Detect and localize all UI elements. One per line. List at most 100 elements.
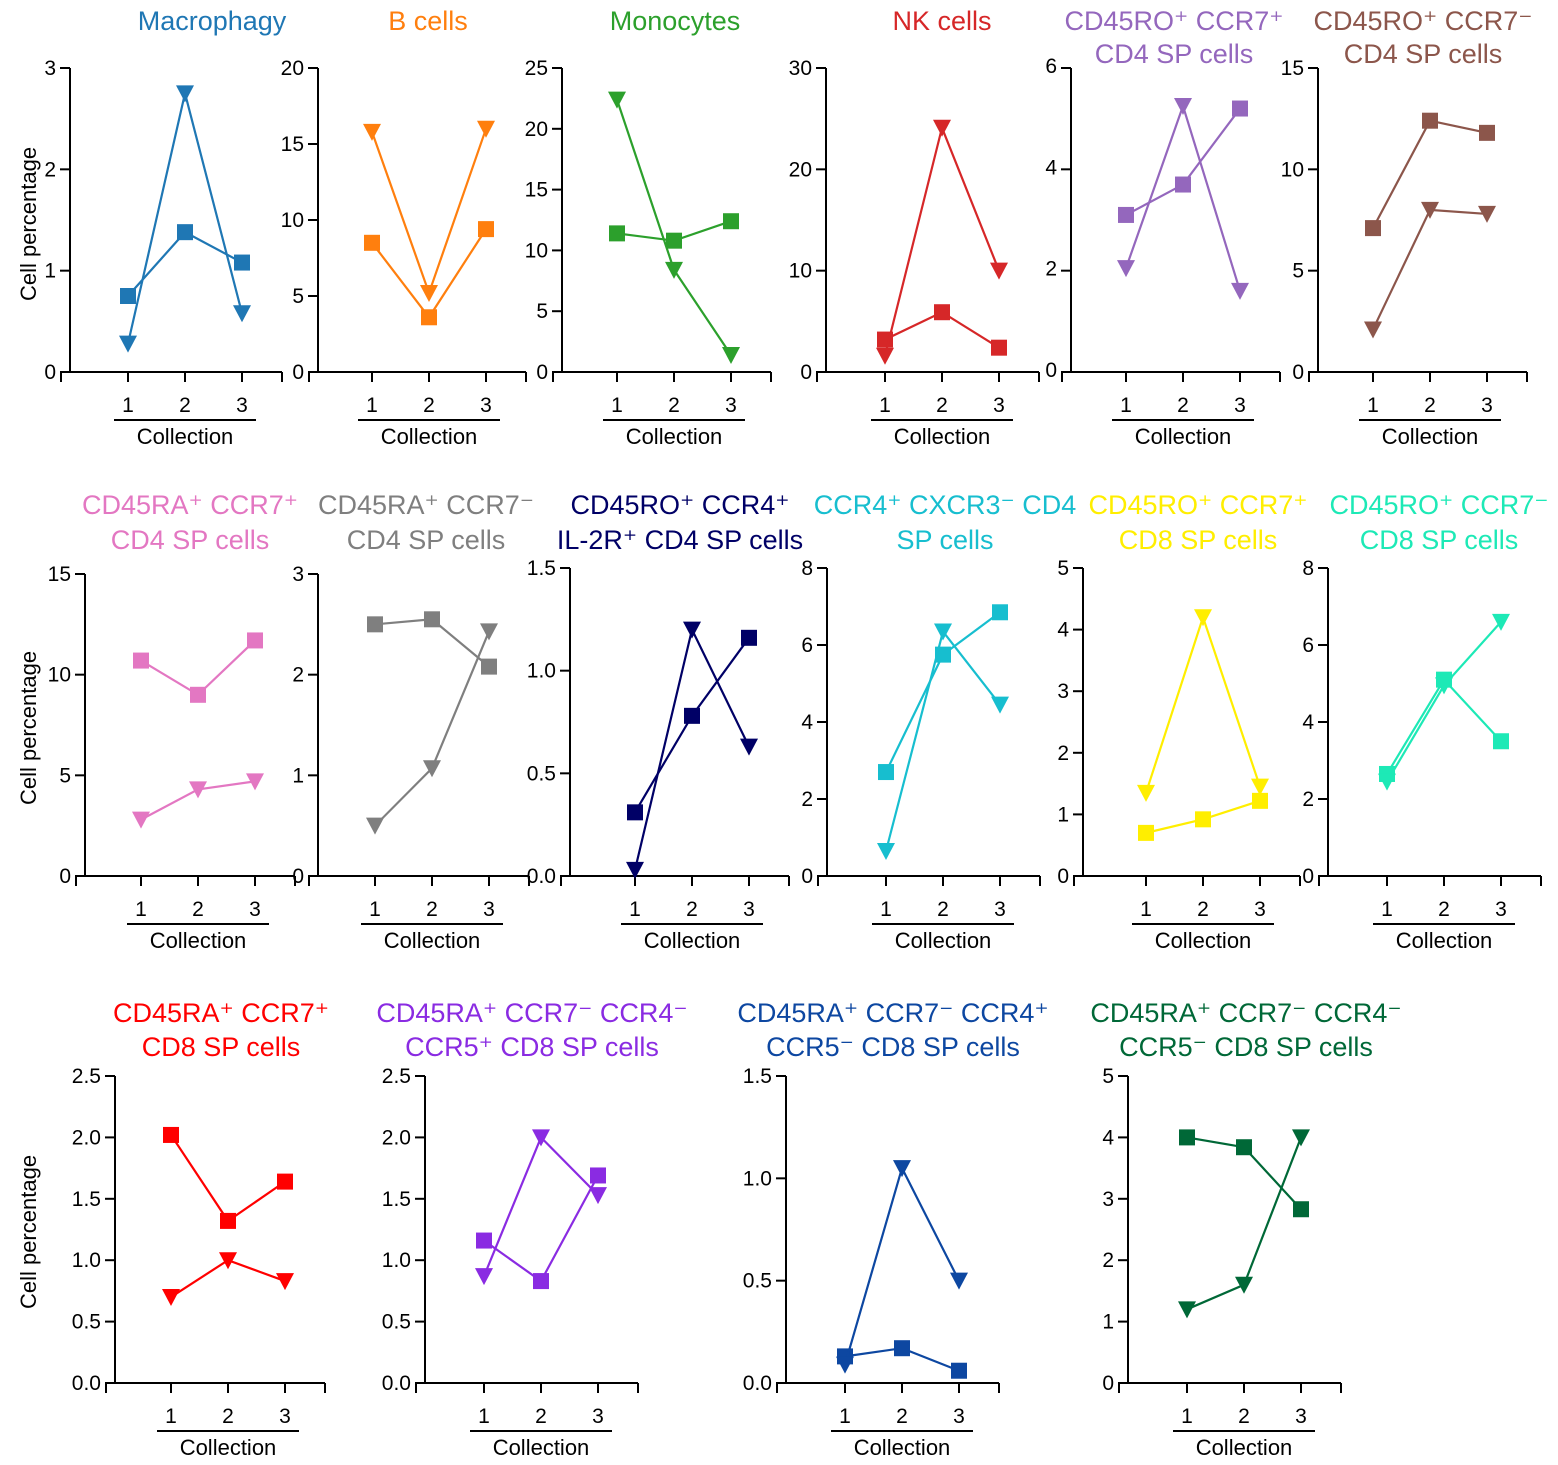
series-line-triangle-down [883, 124, 1001, 357]
data-point-triangle [276, 1273, 294, 1291]
y-tick-label: 10 [1281, 158, 1304, 181]
panel-title: CD45RA⁺ CCR7⁻ [318, 490, 534, 520]
x-tick-label: 1 [1120, 394, 1132, 417]
x-axis-label: Collection [895, 928, 992, 953]
y-tick-label: 1.5 [382, 1188, 411, 1211]
y-tick-label: 15 [1281, 57, 1304, 80]
data-point-triangle [608, 91, 626, 109]
y-tick-label: 1.0 [527, 660, 556, 683]
data-point-triangle [1292, 1129, 1310, 1147]
data-point-triangle [740, 738, 758, 756]
data-point-triangle [480, 623, 498, 641]
y-tick-label: 2 [292, 664, 304, 687]
data-point-triangle [119, 335, 137, 353]
y-axis-label: Cell percentage [16, 651, 41, 805]
series-line-square [170, 1134, 286, 1223]
y-tick-label: 0 [1292, 361, 1304, 384]
data-point-triangle [1137, 784, 1155, 802]
data-point-square [1252, 792, 1268, 809]
y-tick-label: 5 [1057, 557, 1069, 580]
y-tick-label: 30 [789, 57, 812, 80]
y-tick-label: 2 [1302, 788, 1314, 811]
panel-title: CD4 SP cells [347, 525, 506, 555]
data-point-square [247, 632, 263, 649]
x-tick-label: 1 [135, 898, 147, 921]
data-point-square [220, 1212, 236, 1229]
y-tick-label: 0 [292, 361, 304, 384]
chart-panel-6: CD45RO⁺ CCR7⁻CD4 SP cells 0 5 10 15 1 2 3Collec… [1281, 6, 1533, 449]
data-point-square [1232, 100, 1248, 117]
y-tick-label: 0 [1102, 1372, 1114, 1395]
y-tick-label: 6 [1302, 634, 1314, 657]
panel-title: CD45RO⁺ CCR4⁺ [570, 490, 789, 520]
y-tick-label: 2 [801, 788, 813, 811]
x-axis-label: Collection [150, 928, 247, 953]
x-tick-label: 2 [423, 394, 435, 417]
series-line-triangle-down [1144, 613, 1262, 794]
y-tick-label: 2.5 [72, 1065, 101, 1088]
x-tick-label: 2 [1424, 394, 1436, 417]
x-tick-label: 1 [1181, 1405, 1193, 1428]
data-point-square [951, 1362, 967, 1379]
y-tick-label: 2.5 [382, 1065, 411, 1088]
data-point-square [1493, 733, 1509, 750]
series-line-triangle-down [884, 629, 1001, 852]
y-tick-label: 1.5 [743, 1065, 772, 1088]
data-point-square [133, 652, 149, 669]
y-tick-label: 25 [525, 57, 548, 80]
x-tick-label: 3 [236, 394, 248, 417]
y-tick-label: 4 [801, 711, 813, 734]
series-line-triangle-down [1386, 621, 1502, 783]
y-axis-label: Cell percentage [16, 147, 41, 301]
x-tick-label: 3 [483, 898, 495, 921]
y-tick-label: 0.5 [527, 762, 556, 785]
data-point-square [1179, 1129, 1195, 1146]
chart-panel-16: CD45RA⁺ CCR7⁻ CCR4⁻ CCR5⁻ CD8 SP cells 0 1 2… [1090, 998, 1401, 1460]
y-tick-label: 6 [1045, 55, 1057, 78]
y-tick-label: 0 [292, 865, 304, 888]
y-tick-label: 3 [44, 57, 56, 80]
data-point-square [934, 304, 950, 321]
x-tick-label: 2 [1238, 1405, 1250, 1428]
x-tick-label: 2 [535, 1405, 547, 1428]
y-tick-label: 1.5 [527, 557, 556, 580]
panel-title: CCR5⁺ CD8 SP cells [405, 1032, 659, 1062]
data-point-triangle [189, 781, 207, 799]
panel-title: CCR5⁻ CD8 SP cells [1119, 1032, 1373, 1062]
panel-title: CD4 SP cells [111, 525, 270, 555]
x-axis-label: Collection [180, 1435, 277, 1460]
y-tick-label: 2 [44, 158, 56, 181]
data-point-triangle [990, 262, 1008, 280]
y-tick-label: 15 [281, 133, 304, 156]
data-point-square [878, 764, 894, 781]
data-point-triangle [477, 120, 495, 138]
x-axis-label: Collection [137, 424, 234, 449]
data-point-square [1175, 176, 1191, 193]
data-point-square [1479, 124, 1495, 141]
panel-title: CD45RA⁺ CCR7⁺ [82, 490, 298, 520]
data-point-square [120, 288, 136, 304]
x-tick-label: 3 [725, 394, 737, 417]
x-tick-label: 2 [936, 394, 948, 417]
data-point-triangle [934, 623, 952, 641]
data-point-triangle [532, 1129, 550, 1147]
data-point-triangle [893, 1160, 911, 1178]
y-tick-label: 10 [789, 260, 812, 283]
x-axis-label: Collection [626, 424, 723, 449]
series-line-triangle-down [633, 626, 750, 871]
y-tick-label: 2.0 [382, 1126, 411, 1149]
x-tick-label: 1 [1140, 898, 1152, 921]
data-point-triangle [589, 1187, 607, 1205]
x-axis-label: Collection [1135, 424, 1232, 449]
data-point-square [190, 686, 206, 703]
x-tick-label: 2 [668, 394, 680, 417]
x-axis-label: Collection [493, 1435, 590, 1460]
data-point-triangle [1117, 260, 1135, 278]
series-line-triangle-down [126, 93, 244, 344]
data-point-square [424, 611, 440, 628]
data-point-triangle [626, 861, 644, 879]
x-axis-label: Collection [894, 424, 991, 449]
y-tick-label: 0 [801, 865, 813, 888]
data-point-triangle [950, 1272, 968, 1290]
